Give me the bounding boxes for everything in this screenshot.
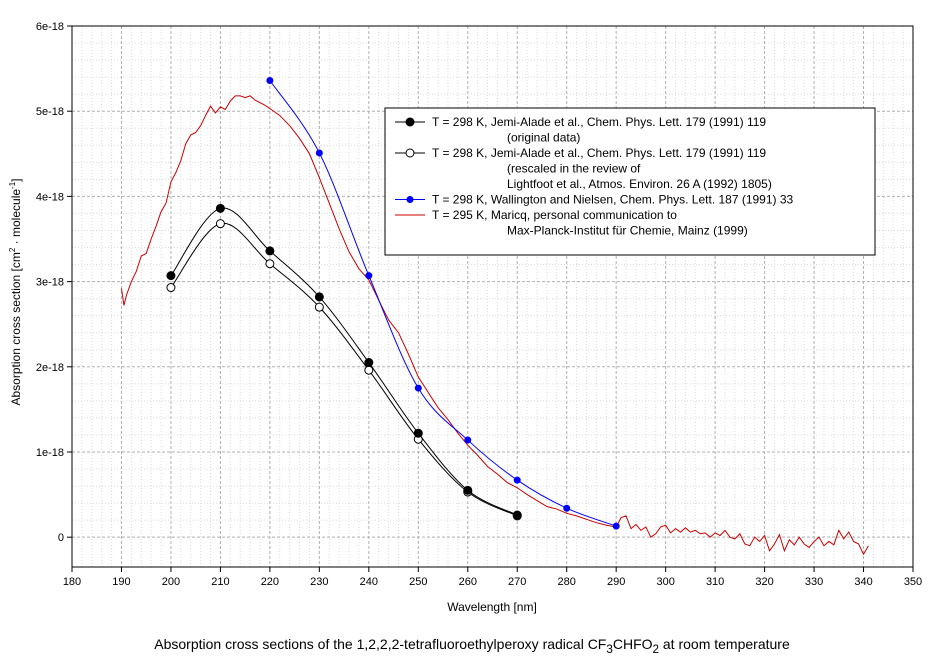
x-tick-label: 320	[755, 576, 773, 588]
data-point	[265, 246, 275, 256]
x-tick-label: 330	[805, 576, 823, 588]
y-tick-label: 1e-18	[36, 447, 64, 459]
legend-entry-2: T = 298 K, Jemi-Alade et al., Chem. Phys…	[395, 146, 772, 191]
y-tick-label: 2e-18	[36, 362, 64, 374]
series-4	[120, 95, 869, 556]
data-point	[315, 149, 323, 157]
data-point	[512, 510, 522, 520]
x-tick-label: 280	[558, 576, 576, 588]
data-point	[414, 384, 422, 392]
legend-label: T = 298 K, Jemi-Alade et al., Chem. Phys…	[432, 146, 766, 160]
data-point	[265, 259, 275, 269]
legend-label: T = 295 K, Maricq, personal communicatio…	[432, 208, 677, 222]
x-tick-label: 350	[904, 576, 922, 588]
x-tick-label: 220	[261, 576, 279, 588]
series-layer	[120, 77, 869, 556]
y-tick-label: 3e-18	[36, 277, 64, 289]
axis-ticks: 180 190 200 210 220 230 240 250 260 270 280 290 300 3…	[36, 21, 922, 588]
legend-label: T = 298 K, Wallington and Nielsen, Chem.…	[432, 193, 794, 207]
x-axis-title: Wavelength [nm]	[447, 600, 537, 614]
data-point	[314, 302, 324, 312]
data-point	[365, 272, 373, 280]
y-tick-label: 6e-18	[36, 21, 64, 33]
legend-label: Lightfoot et al., Atmos. Environ. 26 A (…	[507, 177, 772, 191]
data-point	[513, 476, 521, 484]
plot-frame	[71, 25, 914, 568]
series-3	[266, 77, 620, 530]
legend-label: (original data)	[507, 131, 580, 145]
legend-entry-4: T = 295 K, Maricq, personal communicatio…	[395, 208, 748, 238]
x-tick-label: 230	[310, 576, 328, 588]
caption-middle: CHFO	[612, 636, 653, 652]
data-point	[464, 436, 472, 444]
y-tick-label: 5e-18	[36, 106, 64, 118]
y-axis-title: Absorption cross section [cm2 · molecule…	[8, 178, 23, 405]
x-tick-label: 250	[409, 576, 427, 588]
y-tick-label: 4e-18	[36, 191, 64, 203]
caption-suffix: at room temperature	[659, 636, 790, 652]
data-point	[463, 485, 473, 495]
x-tick-label: 300	[656, 576, 674, 588]
series-line	[120, 95, 869, 556]
x-tick-label: 180	[63, 576, 81, 588]
x-tick-label: 200	[162, 576, 180, 588]
data-point	[215, 203, 225, 213]
x-tick-label: 260	[459, 576, 477, 588]
legend-swatch-marker	[405, 117, 415, 127]
data-point	[612, 522, 620, 530]
figure-caption: Absorption cross sections of the 1,2,2,2…	[0, 636, 944, 656]
data-point	[364, 358, 374, 368]
data-point	[266, 77, 274, 85]
data-point	[166, 283, 176, 293]
series-line	[170, 223, 518, 517]
x-tick-label: 190	[112, 576, 130, 588]
data-point	[215, 219, 225, 229]
caption-sub2: 2	[652, 642, 659, 656]
y-axis-title-sup1: 2	[8, 247, 17, 252]
y-axis-title-part2: · molecule	[9, 189, 23, 248]
x-tick-label: 340	[854, 576, 872, 588]
data-point	[166, 271, 176, 281]
chart: 180 190 200 210 220 230 240 250 260 270 280 290 300 3…	[8, 21, 922, 614]
y-axis-title-part3: ]	[9, 178, 23, 181]
legend-swatch-marker	[406, 196, 414, 203]
x-tick-label: 270	[508, 576, 526, 588]
legend: T = 298 K, Jemi-Alade et al., Chem. Phys…	[384, 107, 876, 256]
x-tick-label: 310	[706, 576, 724, 588]
x-tick-label: 210	[211, 576, 229, 588]
caption-prefix: Absorption cross sections of the 1,2,2,2…	[154, 636, 607, 652]
grid	[71, 25, 914, 567]
legend-entry-1: T = 298 K, Jemi-Alade et al., Chem. Phys…	[395, 115, 766, 145]
legend-box	[384, 107, 876, 256]
y-axis-title-part1: Absorption cross section [cm	[9, 252, 23, 405]
caption-sub1: 3	[606, 642, 613, 656]
legend-label: T = 298 K, Jemi-Alade et al., Chem. Phys…	[432, 115, 766, 129]
series-1	[166, 203, 522, 520]
x-tick-label: 290	[607, 576, 625, 588]
y-tick-label: 0	[58, 532, 64, 544]
data-point	[314, 292, 324, 302]
legend-label: Max-Planck-Institut für Chemie, Mainz (1…	[507, 224, 748, 238]
y-axis-title-sup2: -1	[8, 181, 17, 189]
data-point	[413, 428, 423, 438]
data-point	[364, 365, 374, 375]
legend-entry-3: T = 298 K, Wallington and Nielsen, Chem.…	[395, 193, 794, 207]
x-tick-label: 240	[360, 576, 378, 588]
data-point	[563, 504, 571, 512]
legend-label: (rescaled in the review of	[507, 162, 641, 176]
legend-swatch-marker	[405, 148, 415, 158]
